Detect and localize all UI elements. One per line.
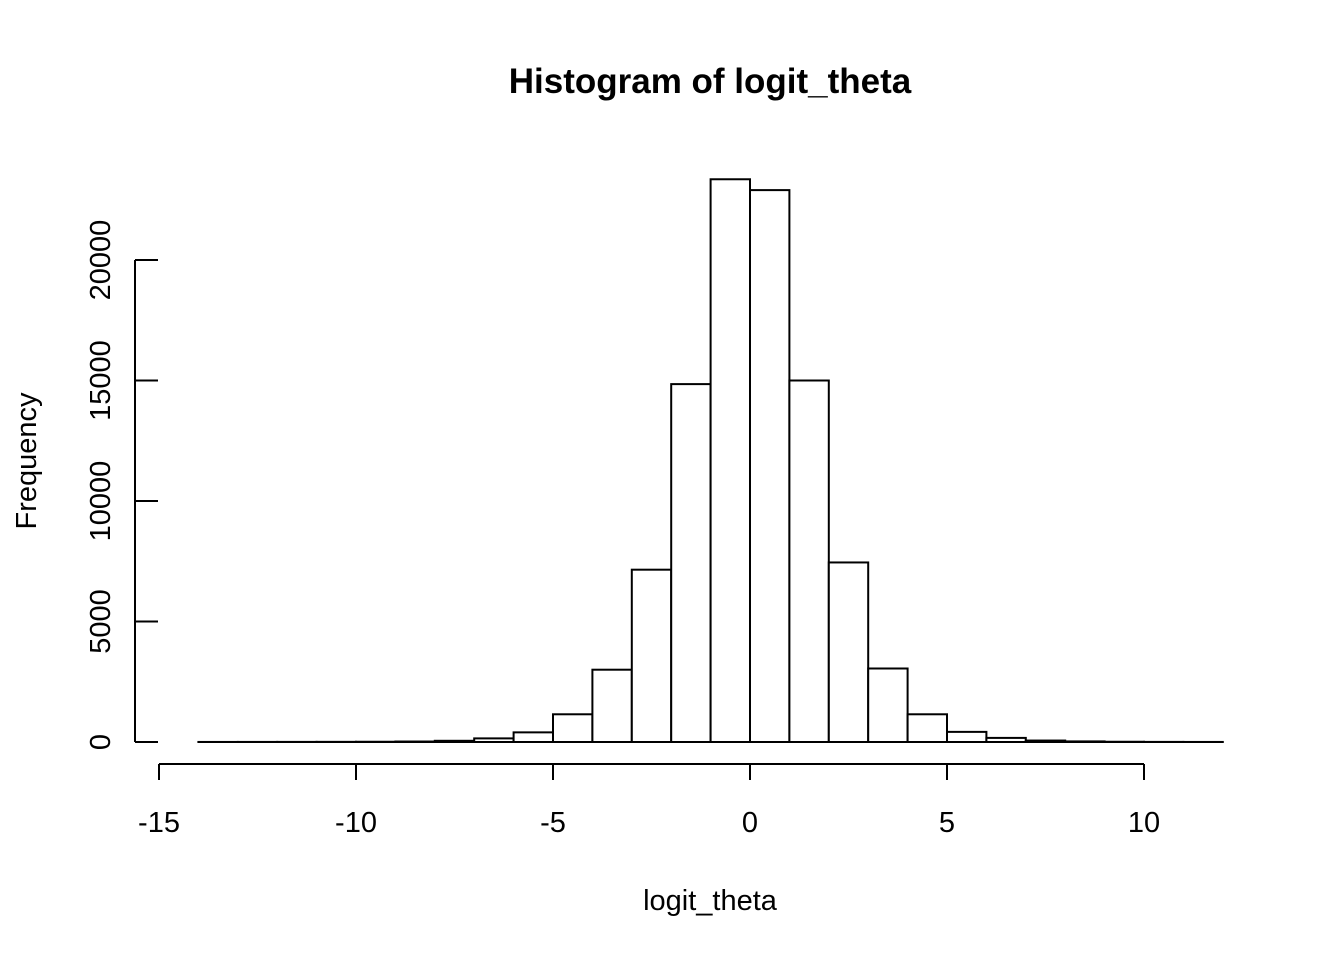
histogram-bar	[1024, 739, 1067, 744]
histogram-bar	[985, 736, 1027, 744]
histogram-bar	[630, 568, 673, 743]
x-tick-label: 0	[742, 807, 758, 839]
x-axis-label: logit_theta	[643, 885, 778, 917]
histogram-bar	[591, 668, 633, 744]
histogram-bar	[946, 730, 988, 743]
histogram-bar	[709, 178, 751, 743]
x-tick-label: -10	[335, 807, 377, 839]
chart-title: Histogram of logit_theta	[509, 62, 912, 101]
histogram-bar	[1064, 740, 1106, 744]
x-tick-label: -15	[138, 807, 180, 839]
y-tick-label: 5000	[85, 589, 117, 654]
y-tick-label: 20000	[85, 220, 117, 301]
x-tick-label: 10	[1128, 807, 1160, 839]
y-axis-label: Frequency	[11, 392, 43, 530]
histogram-bars	[197, 178, 1224, 744]
x-tick-label: -5	[540, 807, 566, 839]
histogram-bar	[512, 731, 554, 743]
y-tick-label: 15000	[85, 340, 117, 421]
histogram-bar	[827, 561, 870, 744]
histogram-bar	[473, 737, 515, 744]
histogram-bar	[552, 713, 594, 743]
histogram-bar	[670, 383, 712, 743]
y-tick-label: 10000	[85, 461, 117, 542]
histogram-bar	[788, 379, 830, 743]
y-axis: 0 5000 10000 15000 20000	[85, 220, 158, 750]
histogram-bar	[906, 713, 948, 743]
x-tick-label: 5	[939, 807, 955, 839]
y-tick-label: 0	[85, 734, 117, 750]
histogram-bar	[433, 739, 476, 743]
histogram-bar	[749, 189, 791, 744]
histogram-bar	[867, 667, 909, 743]
x-axis: -15 -10 -5 0 5 10	[138, 763, 1160, 839]
